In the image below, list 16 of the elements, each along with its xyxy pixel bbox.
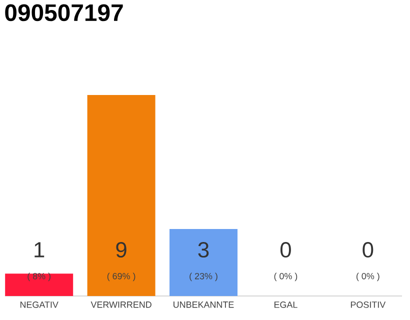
data-label: 0 <box>280 242 291 258</box>
x-tick-label: POSITIV <box>350 302 386 308</box>
data-label: 3 <box>198 242 209 258</box>
annotation: ( 69% ) <box>107 272 136 282</box>
x-tick-label: VERWIRREND <box>90 302 152 308</box>
annotation: ( 23% ) <box>190 272 218 282</box>
data-label: 9 <box>116 242 126 258</box>
x-tick-label: UNBEKANNTE <box>174 302 234 308</box>
annotation: ( 0% ) <box>356 272 380 282</box>
chart-title: 090507197 <box>5 4 123 22</box>
x-tick-label: EGAL <box>274 302 298 308</box>
data-label: 0 <box>362 242 374 258</box>
annotation: ( 0% ) <box>274 272 298 282</box>
annotation: ( 8% ) <box>28 272 50 282</box>
data-label: 1 <box>34 242 44 258</box>
x-tick-label: NEGATIV <box>20 302 58 308</box>
